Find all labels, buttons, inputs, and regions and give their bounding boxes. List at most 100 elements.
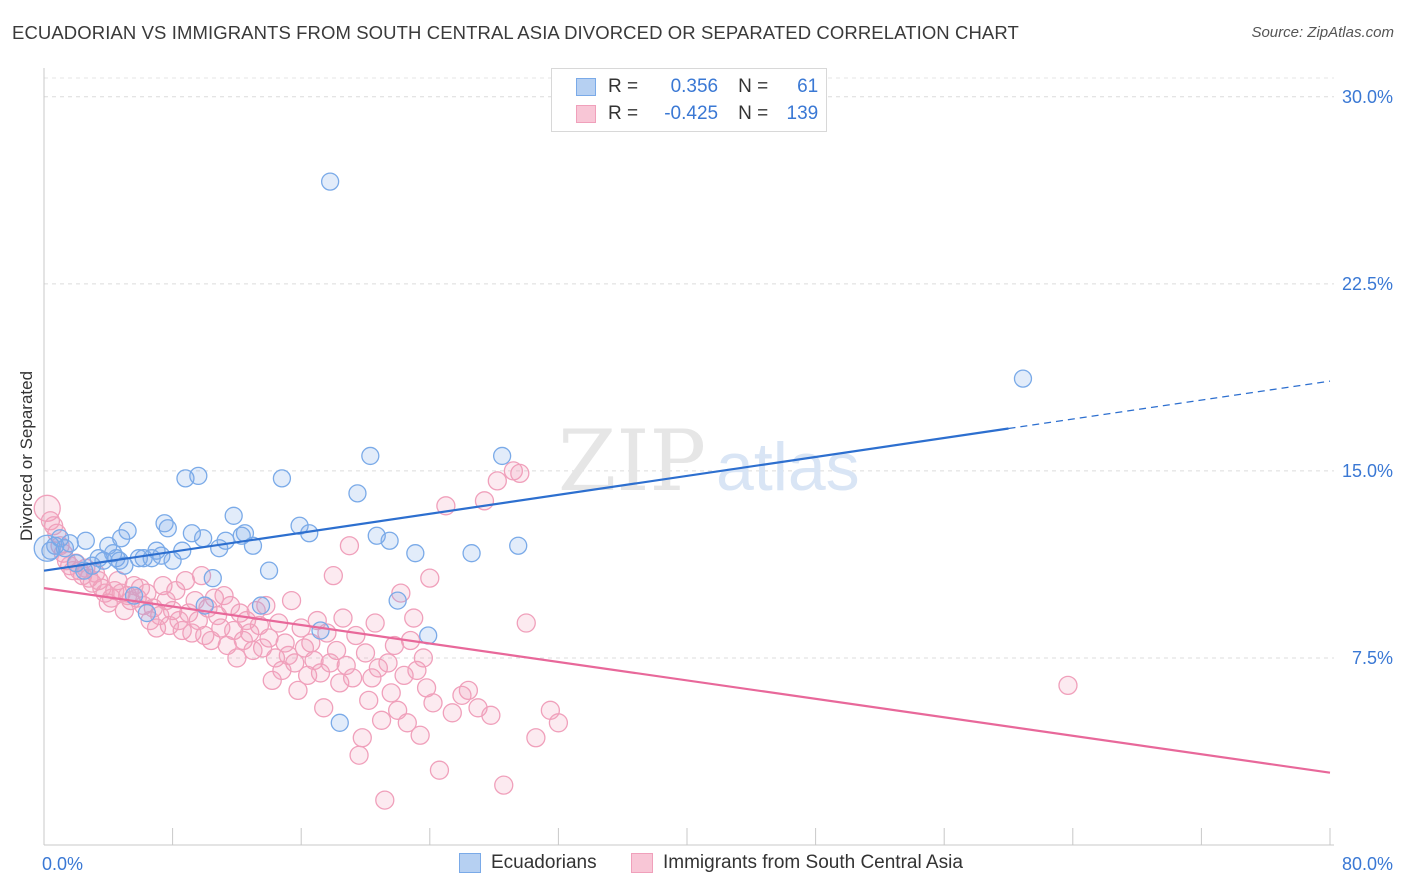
immigrants-point — [423, 693, 443, 713]
immigrants-point — [314, 698, 334, 718]
immigrants-point — [33, 494, 61, 522]
ecuadorians-point — [462, 544, 481, 563]
immigrants-point — [326, 640, 347, 661]
immigrants-point — [375, 790, 395, 810]
immigrants-point — [191, 565, 212, 586]
immigrants-point — [278, 645, 298, 666]
immigrants-point — [362, 668, 382, 688]
ecuadorians-point — [380, 531, 399, 550]
x-tick-label-max: 80.0% — [1342, 854, 1393, 874]
immigrants-point — [262, 670, 282, 691]
legend-n-label: N = — [738, 103, 769, 124]
immigrants-point — [494, 775, 514, 795]
immigrants-trend-line — [43, 587, 1331, 774]
immigrants-point — [381, 683, 401, 703]
immigrants-point — [378, 653, 398, 673]
legend-r-label: R = — [608, 103, 639, 124]
immigrants-point — [410, 725, 430, 745]
immigrants-point — [355, 643, 376, 663]
watermark-atlas: atlas — [716, 429, 860, 505]
immigrants-point — [207, 605, 228, 626]
immigrants-point — [333, 608, 353, 628]
immigrants-point — [397, 713, 417, 733]
legend-label-ecuadorians: Ecuadorians — [491, 852, 597, 873]
legend-r-label: R = — [608, 76, 639, 97]
immigrants-point — [288, 680, 308, 701]
ecuadorians-point — [492, 446, 512, 466]
immigrants-point — [339, 536, 360, 556]
grid-lines — [44, 77, 1334, 659]
legend-row-ecuadorians: R = 0.356 N = 61 — [576, 76, 818, 98]
immigrants-point — [368, 658, 389, 678]
ecuadorians-point — [311, 621, 330, 640]
chart-title: ECUADORIAN VS IMMIGRANTS FROM SOUTH CENT… — [12, 22, 1019, 43]
immigrants-point — [285, 653, 305, 673]
correlation-legend: R = 0.356 N = 61 R = -0.425 N = 139 — [551, 68, 827, 132]
immigrants-point — [487, 471, 507, 491]
immigrants-point — [458, 680, 479, 701]
ecuadorians-trend-extension — [1008, 380, 1331, 430]
x-tick-label-min: 0.0% — [42, 854, 83, 874]
legend-n-value: 139 — [786, 103, 819, 124]
immigrants-point — [413, 648, 434, 668]
immigrants-point — [352, 728, 372, 748]
ecuadorians-point — [118, 521, 137, 540]
legend-r-value: -0.425 — [664, 103, 719, 124]
legend-n-label: N = — [738, 76, 769, 97]
immigrants-point — [175, 570, 196, 591]
series-immigrants-points — [33, 461, 1078, 810]
immigrants-point — [323, 565, 344, 586]
immigrants-point — [442, 703, 462, 723]
y-tick-label: 30.0% — [1342, 87, 1393, 107]
legend-row-immigrants: R = -0.425 N = 139 — [576, 103, 818, 125]
immigrants-point — [304, 650, 324, 671]
ecuadorians-point — [259, 561, 279, 580]
ecuadorians-point — [103, 544, 123, 563]
ecuadorians-point — [60, 534, 79, 553]
ecuadorians-point — [251, 596, 271, 615]
legend-item-immigrants: Immigrants from South Central Asia — [631, 852, 963, 874]
y-tick-label: 22.5% — [1342, 274, 1393, 294]
series-legend: Ecuadorians Immigrants from South Centra… — [0, 852, 1406, 878]
y-tick-label: 15.0% — [1342, 461, 1393, 481]
immigrants-point — [310, 663, 331, 683]
legend-n-value: 61 — [797, 76, 819, 97]
ecuadorians-point — [203, 568, 222, 588]
immigrants-point — [1058, 675, 1078, 696]
legend-r-value: 0.356 — [670, 76, 719, 97]
immigrants-point — [359, 690, 379, 710]
immigrants-point — [371, 710, 392, 730]
immigrants-point — [526, 728, 546, 748]
source-credit: Source: ZipAtlas.com — [1251, 24, 1394, 41]
ecuadorians-point — [216, 531, 235, 550]
immigrants-point — [407, 660, 427, 681]
ecuadorians-point — [137, 603, 157, 623]
ecuadorians-point — [388, 591, 407, 610]
immigrants-point — [420, 568, 440, 588]
immigrants-point — [195, 625, 215, 646]
immigrants-point — [252, 638, 273, 658]
ecuadorians-point — [189, 466, 208, 486]
ecuadorians-point — [182, 524, 202, 543]
legend-swatch-blue — [576, 78, 596, 96]
ecuadorians-point — [361, 446, 380, 466]
watermark: ZIP atlas — [558, 412, 860, 510]
ecuadorians-point — [224, 506, 243, 525]
immigrants-point — [214, 585, 234, 606]
immigrants-point — [227, 648, 247, 668]
immigrants-point — [336, 655, 356, 676]
immigrants-point — [281, 590, 302, 611]
ecuadorians-point — [193, 529, 213, 548]
ecuadorians-point — [509, 536, 528, 555]
immigrants-point — [114, 600, 135, 621]
immigrants-point — [548, 713, 569, 733]
legend-item-ecuadorians: Ecuadorians — [459, 852, 597, 874]
ecuadorians-point — [33, 534, 61, 562]
ecuadorians-point — [330, 713, 349, 732]
tick-labels: 7.5% 15.0% 22.5% 30.0% 0.0% 80.0% — [42, 87, 1393, 874]
ecuadorians-point — [158, 519, 177, 538]
ecuadorians-point — [155, 514, 174, 533]
ecuadorians-point — [272, 469, 292, 488]
immigrants-point — [224, 620, 244, 641]
immigrants-point — [320, 653, 340, 673]
